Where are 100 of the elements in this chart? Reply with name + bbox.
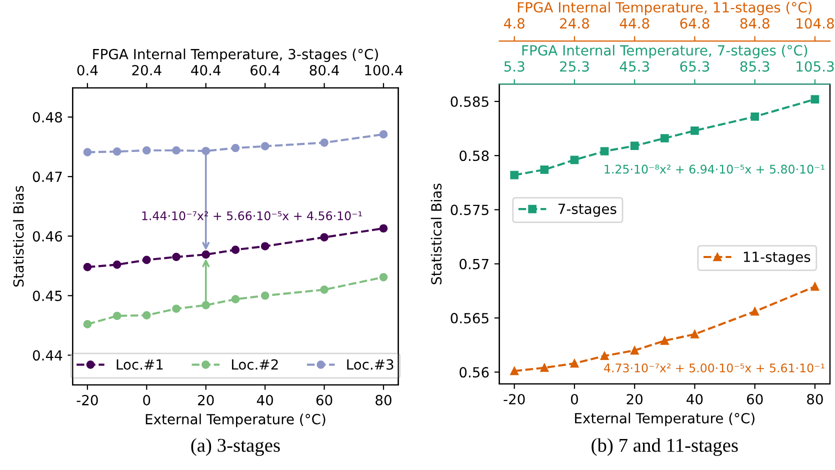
x-tick-label: 20	[626, 394, 643, 404]
point	[112, 260, 122, 269]
x2-tick-label: 65.3	[680, 61, 710, 72]
point	[260, 242, 270, 250]
point	[172, 252, 180, 262]
x2-tick-label: 85.3	[740, 61, 770, 72]
x-axis-title: External Temperature (°C)	[575, 412, 754, 426]
y-tick-label: 0.585	[450, 96, 488, 107]
x2-tick-label: 20.4	[132, 64, 162, 76]
point	[600, 352, 609, 360]
x2-tick-label: 104.8	[796, 18, 834, 29]
y-tick-label: 0.575	[450, 204, 488, 216]
y-tick-label: 0.45	[32, 290, 62, 302]
y-axis-title: Statistical Bias	[13, 186, 24, 287]
x-tick-label: 80	[807, 394, 823, 404]
y-axis-title: Statistical Bias	[430, 184, 442, 284]
point	[320, 138, 328, 147]
legend-label: 11-stages	[744, 252, 810, 265]
point	[202, 250, 210, 259]
point	[172, 304, 180, 313]
point	[231, 295, 240, 304]
x2-tick-label: 0.4	[77, 64, 98, 76]
point	[660, 336, 669, 345]
x-tick-label: -20	[76, 394, 98, 406]
x-tick-label: 60	[746, 394, 763, 404]
y-tick-label: 0.56	[460, 367, 489, 378]
y-tick-label: 0.58	[460, 150, 489, 162]
point	[810, 282, 820, 291]
point	[202, 300, 210, 310]
x-tick-label: 60	[316, 394, 332, 406]
y-tick-label: 0.47	[32, 172, 62, 182]
point	[690, 330, 699, 338]
x2-tick-label: 4.8	[504, 18, 524, 29]
y-tick-label: 0.57	[460, 258, 488, 270]
x-tick-label: 0	[143, 394, 150, 406]
point	[142, 146, 151, 155]
x2-tick-label: 84.8	[740, 18, 770, 29]
point	[540, 364, 549, 372]
x2-tick-label: 64.8	[680, 18, 710, 29]
x-tick-label: 0	[570, 394, 578, 404]
x-tick-label: 20	[198, 394, 214, 406]
point	[142, 256, 151, 264]
point	[112, 312, 122, 320]
point	[231, 144, 240, 152]
legend-label: Loc.#1	[116, 359, 163, 370]
x2-tick-label: 40.4	[191, 64, 221, 76]
point	[112, 147, 122, 156]
point	[660, 134, 669, 142]
x2-tick-label: 100.4	[365, 64, 403, 76]
y-tick-label: 0.48	[32, 112, 62, 123]
legend-label: 7-stages	[558, 204, 616, 217]
x-tick-label: -20	[504, 394, 525, 404]
point	[260, 142, 270, 150]
x2-tick-label: 44.8	[620, 18, 650, 29]
point	[320, 233, 328, 242]
x2-tick-label: 24.8	[560, 18, 589, 29]
text: (b) 7 and 11-stages	[592, 438, 738, 456]
point	[83, 148, 92, 156]
point	[320, 286, 328, 294]
point	[630, 142, 639, 150]
point	[379, 273, 388, 282]
y-tick-label: 0.565	[450, 312, 488, 324]
point	[600, 147, 609, 156]
annotation: 4.73·10⁻⁷x² + 5.00·10⁻⁵x + 5.61·10⁻¹	[604, 363, 824, 372]
y-tick-label: 0.46	[32, 231, 62, 242]
x2-axis-title: FPGA Internal Temperature, 7-stages (°C)	[522, 44, 808, 58]
legend-label: Loc.#2	[232, 359, 278, 370]
point	[750, 112, 760, 121]
x2-tick-label: 80.4	[310, 64, 339, 76]
point	[690, 126, 699, 135]
point	[83, 320, 92, 328]
point	[260, 291, 270, 300]
point	[379, 224, 388, 233]
text: (a) 3-stages	[191, 438, 280, 456]
x-tick-label: 80	[376, 394, 392, 406]
point	[202, 146, 210, 156]
x-tick-label: 40	[686, 394, 703, 404]
x2-tick-label: 60.4	[250, 64, 280, 76]
point	[172, 146, 180, 155]
x2-axis-title: FPGA Internal Temperature, 3-stages (°C)	[93, 48, 378, 62]
annotation: 1.25·10⁻⁸x² + 6.94·10⁻⁵x + 5.80·10⁻¹	[604, 164, 824, 174]
point	[570, 156, 579, 164]
x2-tick-label: 25.3	[560, 61, 589, 72]
legend-label: Loc.#3	[347, 359, 394, 370]
point	[510, 170, 519, 180]
annotation: 1.44·10⁻⁷x² + 5.66·10⁻⁵x + 4.56·10⁻¹	[142, 211, 362, 220]
y-tick-label: 0.44	[32, 350, 62, 361]
x2-tick-label: 105.3	[796, 61, 834, 72]
point	[540, 165, 549, 174]
point	[83, 262, 92, 272]
x2-tick-label: 5.3	[504, 61, 524, 72]
point	[750, 307, 760, 316]
point	[810, 95, 820, 104]
x2-axis-title: FPGA Internal Temperature, 11-stages (°C)	[518, 2, 812, 16]
x-axis-title: External Temperature (°C)	[146, 414, 326, 428]
point	[142, 311, 151, 320]
point	[510, 366, 519, 376]
point	[379, 130, 388, 138]
x-tick-label: 40	[256, 394, 273, 406]
x2-tick-label: 45.3	[620, 61, 649, 72]
